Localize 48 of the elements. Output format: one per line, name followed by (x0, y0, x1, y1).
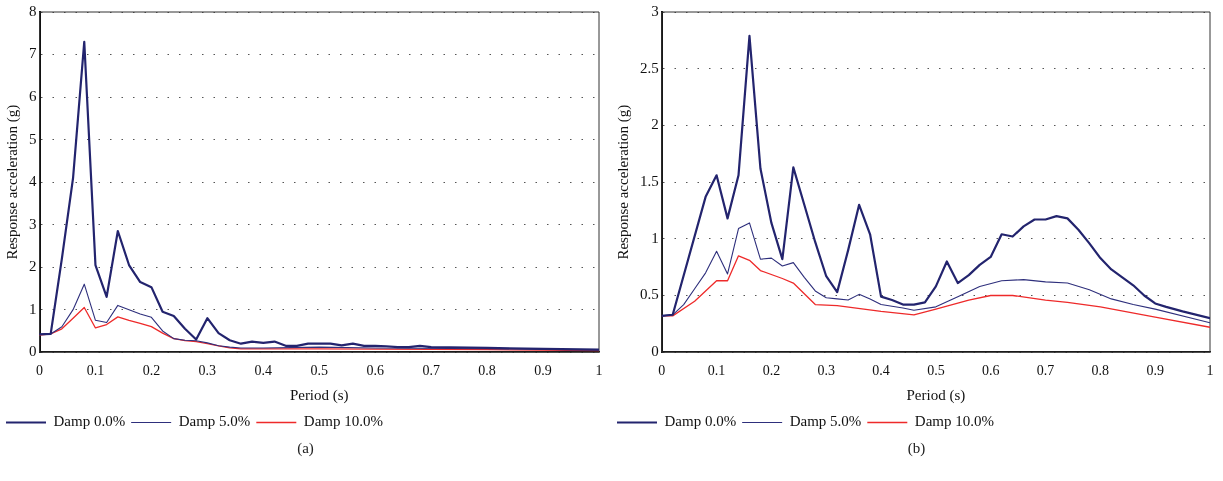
x-tick-label: 0.7 (422, 363, 440, 379)
y-tick-label: 0 (651, 343, 659, 360)
y-tick-label: 4 (29, 173, 37, 190)
y-tick-label: 0.5 (640, 286, 659, 303)
x-axis-title: Period (s) (906, 386, 966, 404)
x-tick-label: 0.6 (366, 363, 384, 379)
legend-label: Damp 0.0% (53, 413, 126, 430)
x-tick-label: 0.8 (478, 363, 496, 379)
text: (a) (296, 440, 315, 457)
y-tick-label: 7 (29, 45, 37, 62)
y-tick-label: 3 (29, 215, 37, 232)
y-axis-title: Response acceleration (g) (3, 104, 21, 260)
legend-label: Damp 0.0% (664, 413, 737, 430)
x-tick-label: 1 (595, 363, 603, 379)
y-tick-label: 0 (29, 343, 37, 360)
y-tick-label: 1 (29, 300, 37, 317)
x-tick-label: 0.9 (534, 363, 552, 379)
legend-label: Damp 5.0% (789, 413, 862, 430)
x-tick-label: 0.7 (1036, 363, 1055, 379)
x-tick-label: 0.4 (872, 363, 890, 379)
x-tick-label: 0.1 (707, 363, 726, 379)
legend-label: Damp 5.0% (178, 413, 251, 430)
x-tick-label: 0.4 (254, 363, 273, 379)
legend-label: Damp 10.0% (303, 413, 383, 430)
legend-label: Damp 10.0% (914, 413, 994, 430)
x-tick-label: 0.5 (310, 363, 328, 379)
x-tick-label: 1 (1206, 363, 1214, 379)
y-tick-label: 8 (29, 2, 37, 19)
x-tick-label: 0.3 (198, 363, 217, 379)
y-tick-label: 2 (29, 258, 37, 275)
x-tick-label: 0.2 (762, 363, 781, 379)
x-tick-label: 0.1 (86, 363, 105, 379)
y-tick-label: 5 (29, 130, 37, 147)
x-tick-label: 0.5 (927, 363, 945, 379)
y-tick-label: 3 (651, 2, 659, 19)
x-tick-label: 0.8 (1091, 363, 1110, 379)
y-tick-label: 1.5 (640, 173, 659, 190)
x-tick-label: 0.3 (817, 363, 835, 379)
x-tick-label: 0.2 (142, 363, 161, 379)
y-tick-label: 6 (29, 87, 37, 104)
y-tick-label: 1 (651, 229, 659, 246)
text: (b) (906, 440, 927, 457)
y-axis-title: Response acceleration (g) (614, 104, 632, 260)
x-axis-title: Period (s) (289, 386, 349, 404)
x-tick-label: 0.6 (981, 363, 1000, 379)
x-tick-label: 0.9 (1146, 363, 1164, 379)
y-tick-label: 2 (651, 116, 659, 133)
y-tick-label: 2.5 (640, 59, 659, 76)
